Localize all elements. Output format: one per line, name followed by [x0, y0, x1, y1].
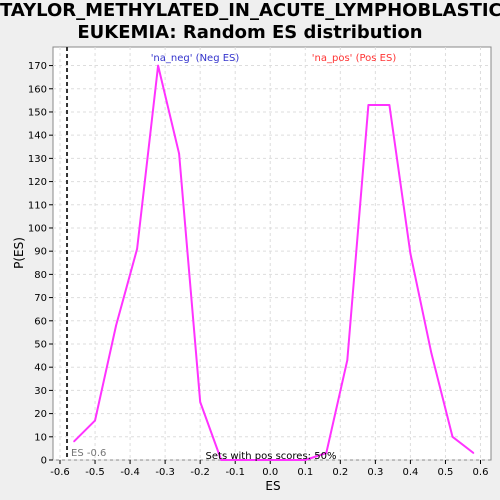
data-point: [115, 324, 117, 327]
chart-title-line-1: TAYLOR_METHYLATED_IN_ACUTE_LYMPHOBLASTIC…: [0, 0, 500, 21]
data-point: [283, 459, 286, 461]
y-axis-label: P(ES): [12, 237, 26, 269]
x-tick-label: -0.3: [155, 467, 175, 478]
y-tick-label: 110: [28, 200, 47, 211]
x-tick-label: 0.3: [367, 467, 383, 478]
plot-area: [52, 46, 492, 461]
y-tick-label: 20: [34, 409, 47, 420]
y-tick-label: 160: [28, 84, 47, 95]
data-point: [262, 459, 265, 461]
es-distribution-line: [73, 64, 475, 461]
y-tick-label: 0: [41, 456, 47, 467]
series-group: [73, 64, 475, 461]
y-tick-label: 10: [34, 432, 47, 443]
data-point: [388, 104, 391, 106]
data-point: [367, 104, 370, 106]
y-tick-label: 60: [34, 316, 47, 327]
x-tick-label: 0.5: [437, 467, 453, 478]
data-point: [94, 419, 96, 422]
x-tick-label: 0.2: [332, 467, 348, 478]
y-tick-label: 100: [28, 223, 47, 234]
y-tick-label: 30: [34, 386, 47, 397]
y-tick-label: 90: [34, 247, 47, 258]
x-tick-label: 0.6: [473, 467, 489, 478]
chart-title-line-2: EUKEMIA: Random ES distribution: [77, 22, 423, 43]
data-point: [220, 459, 222, 461]
neg-es-label: 'na_neg' (Neg ES): [151, 53, 240, 64]
data-point: [430, 352, 433, 355]
y-tick-label: 120: [28, 177, 47, 188]
x-tick-label: 0.4: [402, 467, 418, 478]
x-tick-label: -0.2: [190, 467, 210, 478]
data-point: [241, 459, 244, 461]
chart-title: TAYLOR_METHYLATED_IN_ACUTE_LYMPHOBLASTIC…: [0, 0, 500, 44]
axis-ticks: -0.6 -0.5 -0.4 -0.3 -0.2 -0.1 0.0 0.1 0.2 0.3 0.4 0…: [28, 61, 489, 478]
y-tick-label: 80: [34, 270, 47, 281]
y-tick-label: 40: [34, 363, 47, 374]
data-point: [325, 452, 328, 454]
data-point: [304, 459, 307, 461]
x-tick-label: -0.4: [120, 467, 140, 478]
pos-scores-text: Sets with pos scores: 50%: [206, 451, 337, 462]
es-marker-label: ES -0.6: [71, 448, 106, 459]
x-tick-label: -0.5: [85, 467, 105, 478]
data-point: [178, 152, 180, 155]
data-point: [73, 440, 75, 443]
y-tick-label: 150: [28, 107, 47, 118]
data-point: [409, 252, 412, 255]
x-tick-label: -0.6: [50, 467, 70, 478]
data-point: [136, 248, 138, 250]
y-tick-label: 130: [28, 154, 47, 165]
data-point: [472, 452, 475, 454]
x-tick-label: 0.0: [262, 467, 278, 478]
x-tick-label: -0.1: [225, 467, 245, 478]
data-point: [346, 359, 349, 362]
data-point: [157, 64, 159, 67]
y-tick-label: 140: [28, 131, 47, 142]
x-tick-label: 0.1: [297, 467, 313, 478]
es-marker: ES -0.6: [66, 47, 106, 460]
data-point: [199, 401, 201, 403]
data-point: [451, 435, 454, 438]
y-tick-label: 50: [34, 339, 47, 350]
y-tick-label: 70: [34, 293, 47, 304]
pos-es-label: 'na_pos' (Pos ES): [312, 53, 397, 64]
x-axis-label: ES: [265, 479, 280, 493]
y-tick-label: 170: [28, 61, 47, 72]
